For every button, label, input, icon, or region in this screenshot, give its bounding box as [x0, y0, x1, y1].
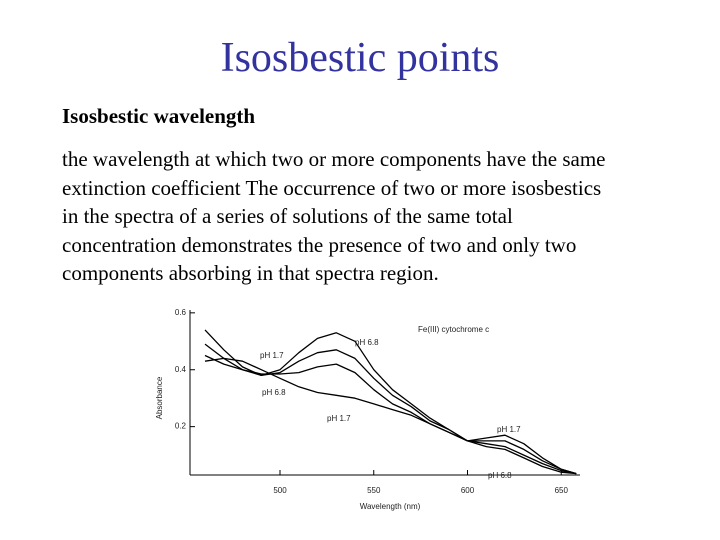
body-line: the wavelength at which two or more comp… [62, 147, 606, 171]
annotation: pH 1.7 [260, 351, 284, 360]
x-axis-label: Wavelength (nm) [360, 502, 421, 511]
y-tick-label: 0.2 [175, 422, 187, 431]
annotation: pH 1.7 [327, 414, 351, 423]
y-tick-label: 0.6 [175, 308, 187, 317]
x-tick-label: 600 [461, 486, 475, 495]
annotation: pH 6.8 [262, 388, 286, 397]
slide-title: Isosbestic points [220, 35, 500, 81]
y-tick-label: 0.4 [175, 365, 187, 374]
spectrum-line [204, 354, 577, 475]
body-line: in the spectra of a series of solutions … [62, 204, 513, 228]
annotation: pH 6.8 [355, 338, 379, 347]
x-tick-label: 650 [555, 486, 569, 495]
body-line: concentration demonstrates the presence … [62, 232, 577, 257]
annotation: Fe(III) cytochrome c [418, 325, 489, 334]
body-line: extinction coefficient The occurrence of… [62, 175, 602, 200]
annotation: pH 1.7 [497, 425, 521, 434]
x-tick-label: 550 [367, 486, 381, 495]
annotation: pH 6.8 [488, 471, 512, 480]
x-tick-label: 500 [273, 486, 287, 495]
spectrum-line [204, 357, 577, 475]
y-axis-label: Absorbance [155, 376, 164, 419]
body-line: components absorbing in that spectra reg… [62, 261, 439, 285]
heading: Isosbestic wavelength [62, 104, 256, 128]
